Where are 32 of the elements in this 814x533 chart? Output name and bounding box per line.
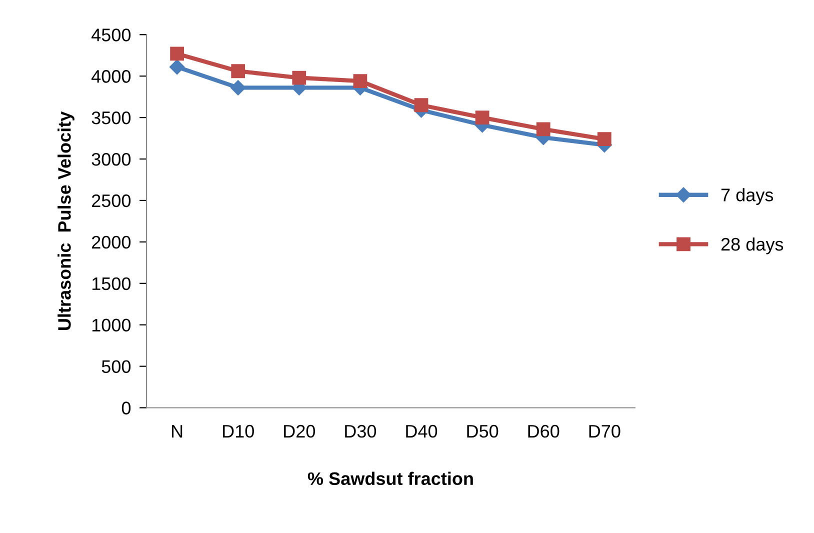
x-tick-label: D60 bbox=[528, 424, 560, 438]
y-tick-label: 500 bbox=[102, 360, 131, 374]
x-tick-label: D40 bbox=[406, 424, 438, 438]
point bbox=[170, 46, 184, 61]
x-tick-label: D50 bbox=[467, 424, 498, 438]
x-tick-label: D30 bbox=[345, 424, 376, 438]
legend-label: 7 days bbox=[721, 188, 774, 205]
point bbox=[230, 80, 246, 96]
x-axis-title: % Sawdsut fraction bbox=[308, 472, 473, 486]
y-tick-label: 3500 bbox=[92, 111, 131, 124]
point bbox=[169, 59, 185, 75]
point bbox=[292, 70, 306, 85]
y-tick-label: 1000 bbox=[92, 318, 131, 332]
point bbox=[475, 110, 490, 124]
point bbox=[414, 98, 428, 112]
point bbox=[597, 132, 612, 146]
y-axis-title: Ultrasonic Pulse Velocity bbox=[58, 111, 74, 330]
y-tick-label: 2000 bbox=[92, 236, 131, 249]
y-tick-label: 4000 bbox=[91, 70, 131, 83]
x-tick-label: D20 bbox=[284, 424, 315, 438]
y-tick-label: 1500 bbox=[92, 277, 131, 290]
point bbox=[231, 64, 246, 78]
y-tick-label: 2500 bbox=[92, 194, 131, 208]
x-tick-label: D10 bbox=[223, 424, 254, 438]
point bbox=[536, 122, 550, 136]
x-tick-label: D70 bbox=[589, 424, 620, 438]
y-tick-label: 3000 bbox=[92, 152, 131, 166]
y-tick-label: 4500 bbox=[91, 28, 131, 42]
legend-label: 28 days bbox=[721, 237, 784, 254]
x-tick-label: N bbox=[172, 425, 182, 438]
point bbox=[353, 74, 368, 88]
y-tick-label: 0 bbox=[122, 402, 131, 414]
